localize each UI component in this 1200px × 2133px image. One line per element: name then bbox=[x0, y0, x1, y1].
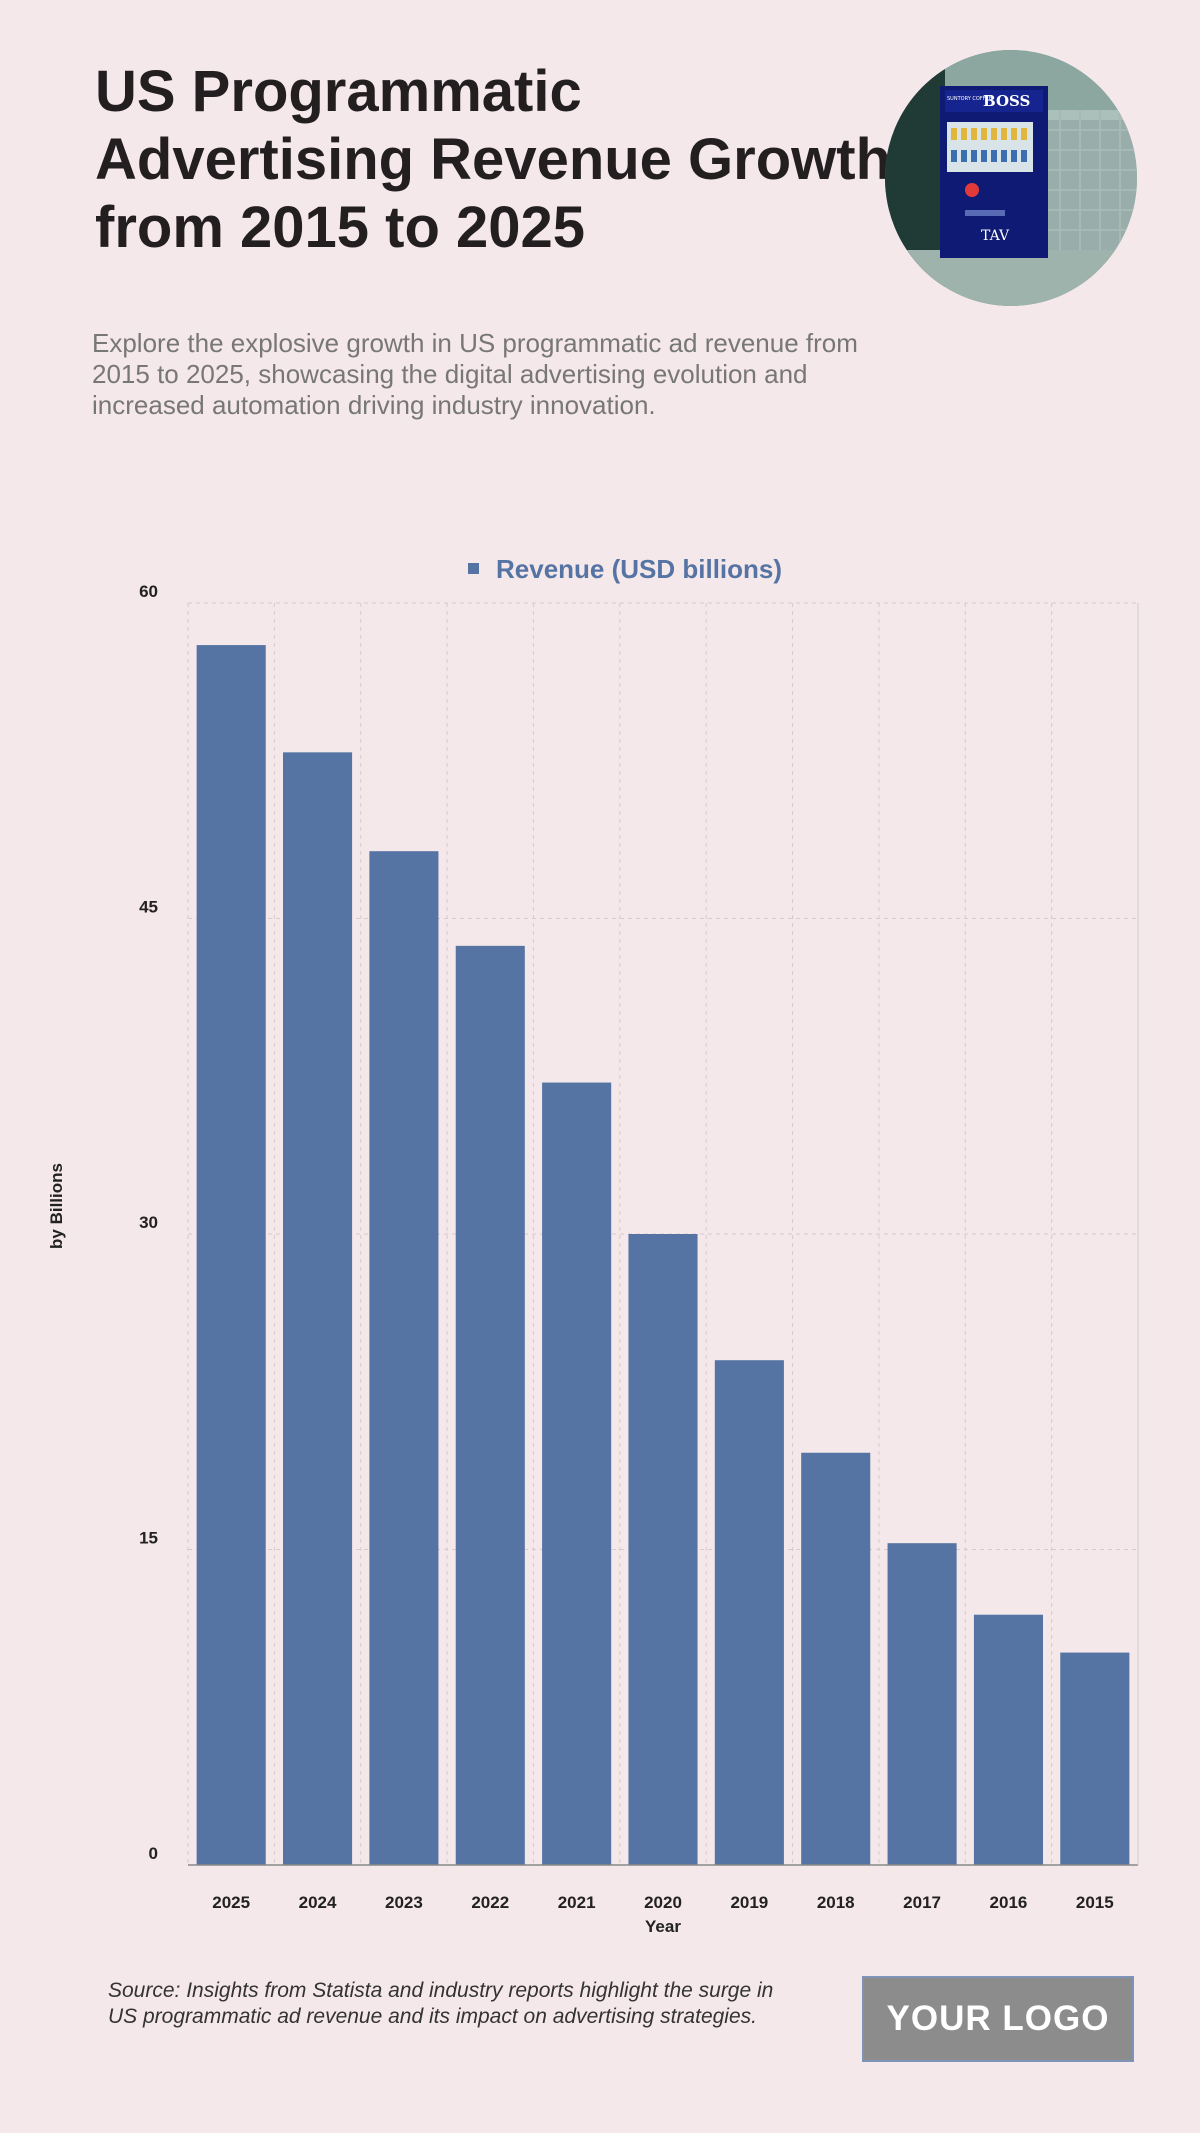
logo-placeholder: YOUR LOGO bbox=[862, 1976, 1134, 2062]
y-tick-label: 45 bbox=[139, 898, 158, 917]
bar-2016 bbox=[973, 1614, 1043, 1865]
bar-2015 bbox=[1060, 1652, 1130, 1865]
bar-2018 bbox=[801, 1452, 871, 1865]
x-tick-label: 2023 bbox=[385, 1893, 423, 1912]
y-tick-label: 60 bbox=[139, 582, 158, 601]
header-photo: BOSS SUNTORY COFFEE TAV bbox=[885, 50, 1137, 306]
bar-2025 bbox=[196, 645, 266, 1865]
x-tick-label: 2025 bbox=[212, 1893, 250, 1912]
x-tick-label: 2024 bbox=[299, 1893, 337, 1912]
y-axis-label: by Billions bbox=[47, 1163, 66, 1249]
x-tick-label: 2022 bbox=[471, 1893, 509, 1912]
x-tick-label: 2018 bbox=[817, 1893, 855, 1912]
bar-2023 bbox=[369, 851, 439, 1865]
machine-small-label: SUNTORY COFFEE bbox=[947, 96, 992, 102]
machine-bottom-label: TAV bbox=[981, 228, 1010, 244]
legend: Revenue (USD billions) bbox=[468, 554, 782, 584]
x-tick-label: 2016 bbox=[990, 1893, 1028, 1912]
source-note: Source: Insights from Statista and indus… bbox=[108, 1979, 774, 2028]
x-tick-label: 2021 bbox=[558, 1893, 596, 1912]
x-tick-label: 2015 bbox=[1076, 1893, 1114, 1912]
page-subtitle: Explore the explosive growth in US progr… bbox=[92, 328, 858, 420]
x-tick-label: 2019 bbox=[730, 1893, 768, 1912]
bar-2024 bbox=[283, 752, 353, 1865]
legend-swatch bbox=[468, 563, 479, 574]
bar-2017 bbox=[887, 1543, 957, 1865]
bars bbox=[196, 645, 1130, 1865]
x-axis-label: Year bbox=[645, 1917, 681, 1936]
bar-2022 bbox=[455, 945, 525, 1865]
bar-2019 bbox=[714, 1360, 784, 1865]
legend-label: Revenue (USD billions) bbox=[496, 554, 782, 584]
x-tick-label: 2017 bbox=[903, 1893, 941, 1912]
y-tick-label: 0 bbox=[149, 1844, 158, 1863]
axes: 0 15 30 45 60 2025 2024 2023 2022 2021 2020 2019 201… bbox=[139, 582, 1139, 1912]
y-tick-label: 30 bbox=[139, 1213, 158, 1232]
y-tick-label: 15 bbox=[139, 1529, 158, 1548]
vending-machine-photo: BOSS SUNTORY COFFEE TAV bbox=[885, 50, 1137, 306]
bar-2021 bbox=[542, 1082, 612, 1865]
x-tick-label: 2020 bbox=[644, 1893, 682, 1912]
machine-brand: BOSS bbox=[983, 92, 1030, 110]
page-title: US Programmatic Advertising Revenue Grow… bbox=[95, 59, 892, 260]
bar-chart: 0 15 30 45 60 2025 2024 2023 2022 2021 2020 2019 201… bbox=[47, 554, 1139, 1936]
bar-2020 bbox=[628, 1234, 698, 1865]
